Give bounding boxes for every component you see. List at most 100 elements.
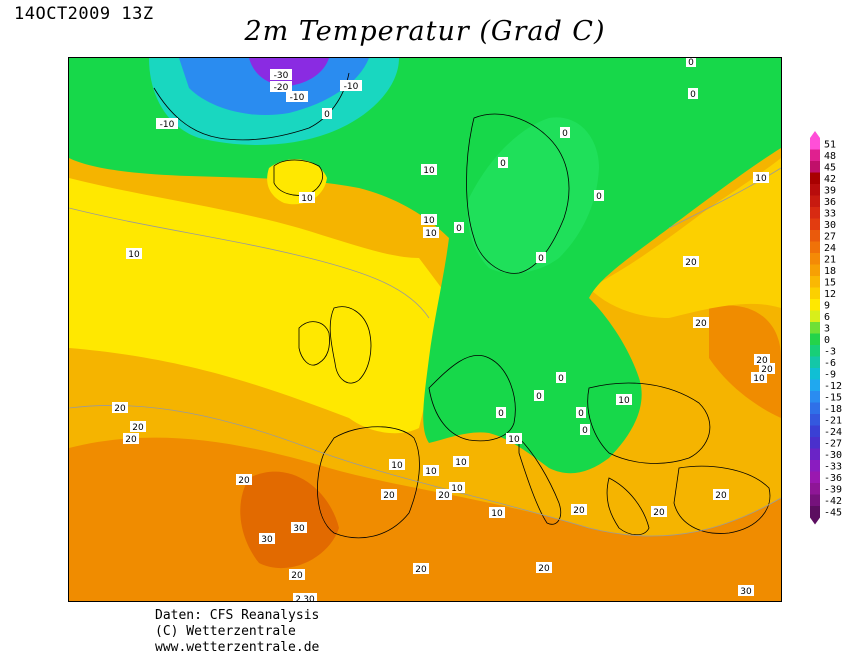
contour-label-bg <box>536 562 552 573</box>
contour-label-bg <box>130 421 146 432</box>
contour-label: 10 <box>755 174 767 184</box>
contour-label-bg <box>301 593 317 601</box>
contour-label-bg <box>259 533 275 544</box>
legend-label: -42 <box>824 496 842 507</box>
legend-swatch <box>810 471 820 483</box>
legend-swatch <box>810 138 820 150</box>
contour-label-bg <box>560 127 570 138</box>
legend-swatch <box>810 356 820 368</box>
contour-label-bg <box>436 489 452 500</box>
legend-label: -30 <box>824 450 842 461</box>
contour-label: 0 <box>500 159 506 169</box>
legend-swatch <box>810 483 820 495</box>
contour-label: 20 <box>132 423 144 433</box>
contour-label: 10 <box>451 484 463 494</box>
contour-label-bg <box>754 354 770 365</box>
contour-label-bg <box>156 118 178 129</box>
legend-swatch <box>810 402 820 414</box>
contour-label: 0 <box>536 392 542 402</box>
credit-copyright: (C) Wetterzentrale <box>155 624 296 639</box>
legend-swatch <box>810 333 820 345</box>
contour-label-bg <box>322 108 332 119</box>
legend-swatch <box>810 161 820 173</box>
contour-label-bg <box>713 489 729 500</box>
legend-label: -3 <box>824 346 836 357</box>
legend-swatch <box>810 287 820 299</box>
contour-label-bg <box>688 88 698 99</box>
legend-label: 42 <box>824 174 836 185</box>
legend-label: 27 <box>824 231 836 242</box>
legend-swatch <box>810 460 820 472</box>
legend-swatch <box>810 414 820 426</box>
legend-swatch <box>810 253 820 265</box>
legend-label: 51 <box>824 139 836 150</box>
legend-swatch <box>810 310 820 322</box>
contour-label: 20 <box>695 319 707 329</box>
legend-arrow-top <box>810 131 820 138</box>
contour-label: 0 <box>324 110 330 120</box>
contour-label: 0 <box>690 90 696 100</box>
contour-label-bg <box>536 252 546 263</box>
contour-label: -20 <box>274 83 289 93</box>
contour-label: 10 <box>423 216 435 226</box>
contour-label: 10 <box>425 467 437 477</box>
legend-swatch <box>810 299 820 311</box>
legend-swatch <box>810 391 820 403</box>
temperature-legend: 51 48 45 42 39 36 33 30 27 24 21 18 15 12 9 6 3 0 -3 -6 -9 -1… <box>808 130 848 530</box>
green-region-europe <box>69 58 781 474</box>
legend-label: 39 <box>824 185 836 196</box>
yellow-band <box>69 178 449 434</box>
contour-label-bg <box>454 222 464 233</box>
legend-swatch <box>810 184 820 196</box>
contour-label: 20 <box>383 491 395 501</box>
contour-label-bg <box>421 164 437 175</box>
contour-label: 10 <box>423 166 435 176</box>
legend-label: -45 <box>824 507 842 518</box>
contour-label-bg <box>423 227 439 238</box>
legend-label: 18 <box>824 266 836 277</box>
contour-label: 0 <box>582 426 588 436</box>
legend-label: -24 <box>824 427 842 438</box>
contour-label-bg <box>751 372 767 383</box>
timestamp: 14OCT2009 13Z <box>14 4 154 24</box>
contour-label-bg <box>506 433 522 444</box>
contour-label: 20 <box>125 435 137 445</box>
contour-label: 0 <box>596 192 602 202</box>
legend-swatch <box>810 345 820 357</box>
contour-label: 10 <box>508 435 520 445</box>
legend-swatch <box>810 437 820 449</box>
contour-label: 20 <box>756 356 768 366</box>
legend-label: -15 <box>824 392 842 403</box>
legend-label: 6 <box>824 312 830 323</box>
hot-region-east <box>709 305 781 418</box>
legend-label: -12 <box>824 381 842 392</box>
legend-swatch <box>810 207 820 219</box>
contour-label-bg <box>683 256 699 267</box>
legend-swatch <box>810 276 820 288</box>
contour-label: 10 <box>301 194 313 204</box>
legend-label: -9 <box>824 369 836 380</box>
contour-label-bg <box>576 407 586 418</box>
contour-label: 30 <box>293 524 305 534</box>
legend-swatch <box>810 172 820 184</box>
contour-label: 0 <box>578 409 584 419</box>
legend-label: -33 <box>824 461 842 472</box>
contour-label: 10 <box>128 250 140 260</box>
legend-swatch <box>810 379 820 391</box>
legend-label: -27 <box>824 438 842 449</box>
credit-website[interactable]: www.wetterzentrale.de <box>155 640 320 655</box>
contour-label-bg <box>594 190 604 201</box>
contour-label: 0 <box>558 374 564 384</box>
contour-label-bg <box>236 474 252 485</box>
legend-swatch <box>810 264 820 276</box>
contour-label: 20 <box>438 491 450 501</box>
legend-label: 30 <box>824 220 836 231</box>
contour-label: -30 <box>274 71 289 81</box>
contour-label-bg <box>651 506 667 517</box>
contour-label-bg <box>112 402 128 413</box>
contour-label: 30 <box>261 535 273 545</box>
contour-label: 10 <box>618 396 630 406</box>
contour-label-bg <box>126 248 142 259</box>
legend-label: 12 <box>824 289 836 300</box>
